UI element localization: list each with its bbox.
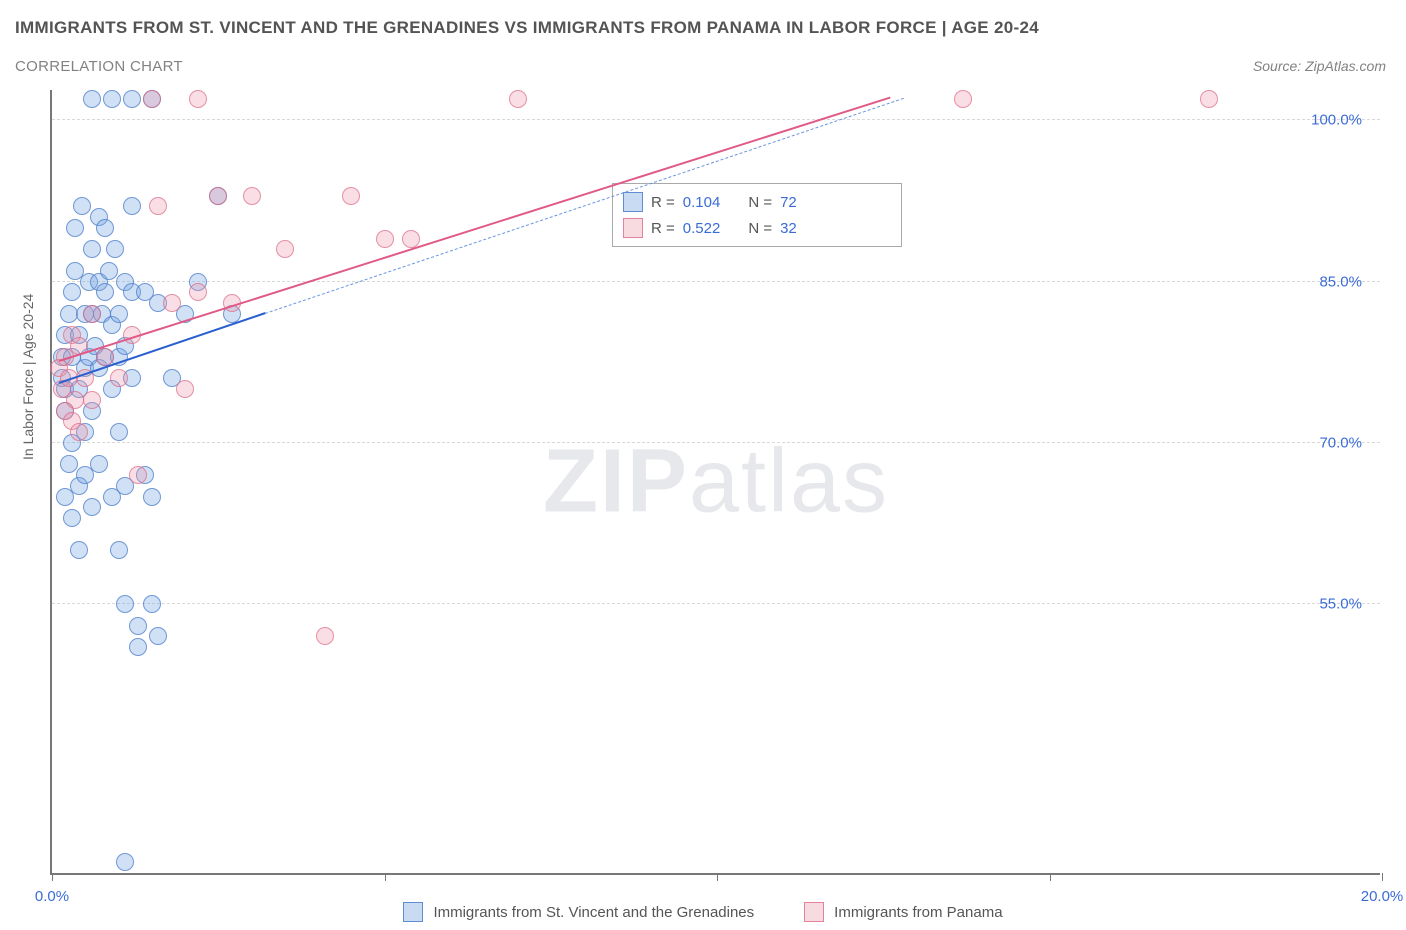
y-tick-label: 55.0% [1319, 596, 1362, 613]
scatter-point [149, 197, 167, 215]
scatter-point [402, 230, 420, 248]
scatter-point [96, 219, 114, 237]
scatter-point [83, 240, 101, 258]
x-tick [385, 873, 386, 881]
scatter-point [189, 283, 207, 301]
scatter-point [110, 541, 128, 559]
scatter-point [129, 638, 147, 656]
scatter-point [83, 90, 101, 108]
watermark: ZIPatlas [543, 430, 889, 533]
y-tick-label: 70.0% [1319, 434, 1362, 451]
x-tick [1382, 873, 1383, 881]
bottom-legend-item-pink: Immigrants from Panama [804, 902, 1002, 922]
scatter-point [243, 187, 261, 205]
gridline [52, 603, 1380, 604]
scatter-point [376, 230, 394, 248]
scatter-point [106, 240, 124, 258]
scatter-point [60, 305, 78, 323]
scatter-point [143, 488, 161, 506]
scatter-point [110, 423, 128, 441]
gridline [52, 281, 1380, 282]
chart-title: IMMIGRANTS FROM ST. VINCENT AND THE GREN… [15, 18, 1039, 38]
source-prefix: Source: [1253, 58, 1305, 74]
y-tick-label: 85.0% [1319, 273, 1362, 290]
x-tick [52, 873, 53, 881]
scatter-point [316, 627, 334, 645]
bottom-legend-label-blue: Immigrants from St. Vincent and the Gren… [433, 904, 754, 921]
swatch-blue [403, 902, 423, 922]
scatter-point [276, 240, 294, 258]
source-name: ZipAtlas.com [1305, 58, 1386, 74]
scatter-point [73, 197, 91, 215]
scatter-point [954, 90, 972, 108]
swatch-blue [623, 192, 643, 212]
r-label: R = [651, 194, 675, 211]
chart-subtitle: CORRELATION CHART [15, 58, 183, 75]
legend-row-pink: R = 0.522 N = 32 [613, 215, 901, 241]
scatter-point [189, 90, 207, 108]
scatter-point [110, 305, 128, 323]
scatter-point [83, 391, 101, 409]
scatter-point [66, 219, 84, 237]
swatch-pink [623, 218, 643, 238]
n-label: N = [748, 220, 772, 237]
plot-area: ZIPatlas R = 0.104 N = 72 R = 0.522 N = … [50, 90, 1380, 875]
gridline [52, 442, 1380, 443]
scatter-point [60, 455, 78, 473]
scatter-point [90, 455, 108, 473]
scatter-point [70, 541, 88, 559]
scatter-point [110, 369, 128, 387]
legend-row-blue: R = 0.104 N = 72 [613, 189, 901, 215]
scatter-point [123, 197, 141, 215]
scatter-point [100, 262, 118, 280]
scatter-point [209, 187, 227, 205]
swatch-pink [804, 902, 824, 922]
scatter-point [96, 283, 114, 301]
n-label: N = [748, 194, 772, 211]
n-value-pink: 32 [780, 220, 797, 237]
scatter-point [143, 90, 161, 108]
scatter-point [116, 853, 134, 871]
watermark-bold: ZIP [543, 431, 689, 531]
r-value-blue: 0.104 [683, 194, 721, 211]
scatter-point [103, 90, 121, 108]
y-tick-label: 100.0% [1311, 112, 1362, 129]
scatter-point [129, 617, 147, 635]
scatter-point [176, 380, 194, 398]
scatter-point [123, 90, 141, 108]
scatter-point [143, 595, 161, 613]
bottom-legend-item-blue: Immigrants from St. Vincent and the Gren… [403, 902, 754, 922]
bottom-legend-label-pink: Immigrants from Panama [834, 904, 1002, 921]
scatter-point [66, 391, 84, 409]
source-attribution: Source: ZipAtlas.com [1253, 58, 1386, 74]
scatter-point [70, 423, 88, 441]
watermark-light: atlas [689, 431, 889, 531]
bottom-legend: Immigrants from St. Vincent and the Gren… [0, 902, 1406, 922]
correlation-legend-box: R = 0.104 N = 72 R = 0.522 N = 32 [612, 183, 902, 247]
scatter-point [509, 90, 527, 108]
r-value-pink: 0.522 [683, 220, 721, 237]
n-value-blue: 72 [780, 194, 797, 211]
r-label: R = [651, 220, 675, 237]
y-axis-label: In Labor Force | Age 20-24 [20, 294, 36, 460]
x-tick [1050, 873, 1051, 881]
scatter-point [63, 283, 81, 301]
scatter-point [83, 498, 101, 516]
scatter-point [163, 294, 181, 312]
scatter-point [149, 627, 167, 645]
scatter-point [116, 595, 134, 613]
scatter-point [63, 509, 81, 527]
scatter-point [83, 305, 101, 323]
scatter-point [342, 187, 360, 205]
scatter-point [129, 466, 147, 484]
x-tick [717, 873, 718, 881]
scatter-point [1200, 90, 1218, 108]
gridline [52, 119, 1380, 120]
